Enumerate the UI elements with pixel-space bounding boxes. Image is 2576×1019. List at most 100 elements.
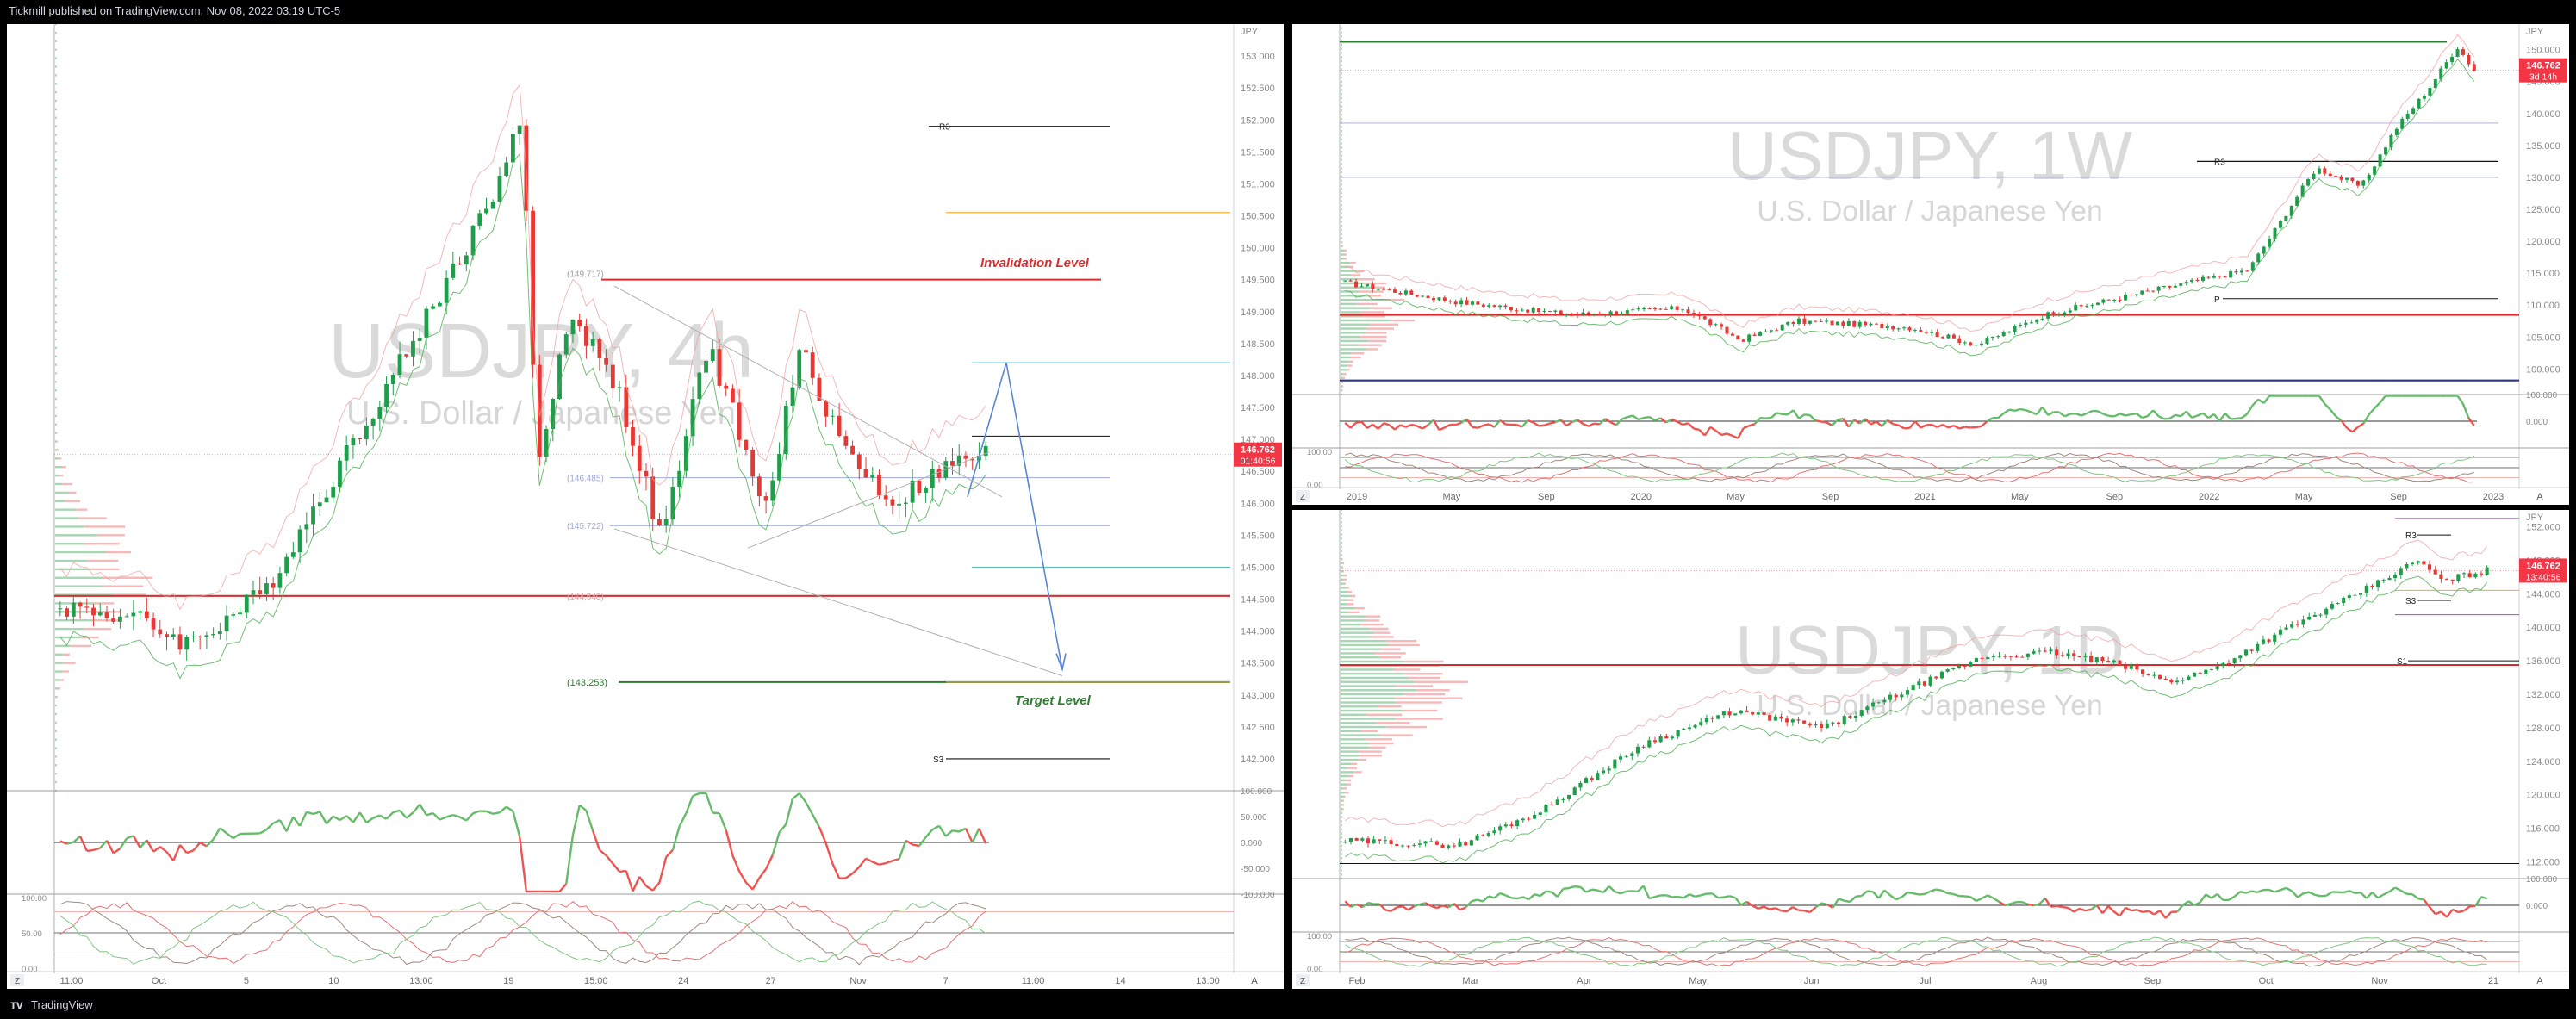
candle-body	[2221, 663, 2224, 666]
osc-line-segment	[1705, 427, 1710, 436]
candle-body	[1509, 824, 1513, 826]
candle-body	[2273, 635, 2276, 642]
candle-body	[331, 487, 335, 498]
osc-tick-label: -100.000	[1241, 891, 1275, 900]
volume-profile-bar	[56, 705, 57, 706]
osc-line-segment	[1437, 905, 1443, 908]
volume-profile-bar	[55, 585, 103, 587]
chart-panel-4h[interactable]: USDJPY, 4hU.S. Dollar / Japanese YenJPY1…	[7, 24, 1284, 989]
volume-profile-bar	[1341, 221, 1342, 222]
volume-profile-bar	[1341, 183, 1342, 185]
candle-body	[924, 488, 928, 493]
candle-body	[2445, 62, 2448, 68]
y-tick-label: 148.500	[1241, 339, 1275, 350]
volume-profile-bar	[1370, 628, 1389, 630]
osc-line-segment	[1391, 907, 1397, 910]
volume-profile-bar	[1341, 352, 1351, 354]
volume-profile-bar	[55, 466, 61, 468]
osc-line-segment	[2034, 904, 2040, 905]
x-tick-label: May	[2011, 492, 2029, 502]
candle-body	[1532, 308, 1535, 313]
footer-brand: TradingView	[31, 998, 93, 1011]
volume-profile-bar	[56, 32, 57, 34]
volume-profile-bar	[1341, 579, 1343, 581]
osc-line-segment	[746, 883, 753, 890]
osc-line-segment	[2342, 420, 2347, 427]
candle-body	[464, 255, 469, 264]
volume-profile-bar	[1341, 102, 1342, 103]
volume-profile-bar	[1341, 196, 1342, 197]
candle-body	[1475, 836, 1478, 841]
chart-1d-svg[interactable]: USDJPY, 1DU.S. Dollar / Japanese YenJPY1…	[1292, 510, 2569, 989]
osc-line-segment	[2120, 413, 2125, 415]
candle-body	[158, 630, 162, 635]
candle-body	[2395, 129, 2399, 135]
volume-profile-bar	[1341, 595, 1351, 597]
osc-line-segment	[1948, 426, 1953, 427]
candle-body	[2118, 661, 2121, 666]
zoom-button-label: Z	[1300, 493, 1305, 502]
candle-body	[1930, 332, 1933, 333]
volume-profile-bar	[1360, 336, 1387, 338]
osc-line-segment	[1821, 903, 1827, 904]
osc-line-segment	[1605, 419, 1610, 422]
candle-body	[1498, 306, 1502, 308]
volume-profile-bar	[1397, 685, 1433, 687]
candle-body	[711, 349, 715, 361]
volume-profile-bar	[56, 219, 57, 221]
volume-profile-bar	[1341, 558, 1342, 560]
candle-body	[2480, 574, 2483, 575]
volume-profile-bar	[56, 227, 57, 229]
osc-line-segment	[2039, 898, 2045, 904]
candle-body	[111, 618, 115, 622]
volume-profile-bar	[1342, 566, 1343, 568]
volume-profile-bar	[56, 40, 57, 42]
chart-1w-svg[interactable]: USDJPY, 1WU.S. Dollar / Japanese YenJPY1…	[1292, 24, 2569, 505]
candle-body	[2473, 574, 2477, 577]
osc-line-segment	[2198, 413, 2203, 416]
osc-line-segment	[486, 811, 493, 814]
volume-profile-bar	[1347, 591, 1352, 593]
candle-body	[571, 320, 576, 334]
osc-line-segment	[1472, 900, 1478, 902]
volume-profile-bar	[1359, 290, 1384, 292]
candle-body	[1653, 740, 1657, 742]
y-tick-label: 151.500	[1241, 147, 1275, 158]
candle-body	[1664, 309, 1668, 310]
candle-body	[2368, 175, 2371, 181]
volume-profile-bar	[1372, 636, 1393, 637]
y-tick-label: 105.000	[2526, 332, 2560, 343]
osc-line-segment	[1638, 886, 1644, 892]
osc-line-segment	[806, 803, 812, 815]
volume-profile-bar	[1341, 171, 1342, 173]
chart-4h-svg[interactable]: USDJPY, 4hU.S. Dollar / Japanese YenJPY1…	[7, 24, 1284, 989]
candle-body	[2323, 168, 2326, 173]
candle-body	[1714, 324, 1718, 325]
y-tick-label: 142.000	[1241, 755, 1275, 765]
osc-line-segment	[2200, 894, 2206, 902]
candle-body	[171, 634, 176, 637]
volume-profile-bar	[1341, 348, 1366, 350]
volume-profile-bar	[55, 713, 56, 715]
osc-line-segment	[333, 817, 340, 820]
volume-profile-bar	[1341, 47, 1342, 49]
osc-line-segment	[1378, 423, 1384, 429]
osc-line-segment	[2175, 415, 2181, 416]
candle-body	[1952, 335, 1956, 339]
candle-body	[2350, 178, 2354, 181]
volume-profile-bar	[55, 125, 56, 127]
candle-body	[1515, 820, 1519, 826]
y-tick-label: 147.500	[1241, 403, 1275, 413]
candle-body	[2157, 287, 2161, 291]
volume-profile-bar	[55, 219, 56, 221]
volume-profile-bar	[1343, 796, 1345, 798]
r3-label: R3	[2214, 158, 2225, 167]
osc-line-segment	[473, 811, 480, 814]
candle-body	[2212, 276, 2216, 278]
candle-body	[1631, 309, 1634, 310]
candle-body	[611, 365, 615, 388]
candle-body	[411, 341, 415, 357]
osc-line-segment	[1367, 425, 1372, 428]
